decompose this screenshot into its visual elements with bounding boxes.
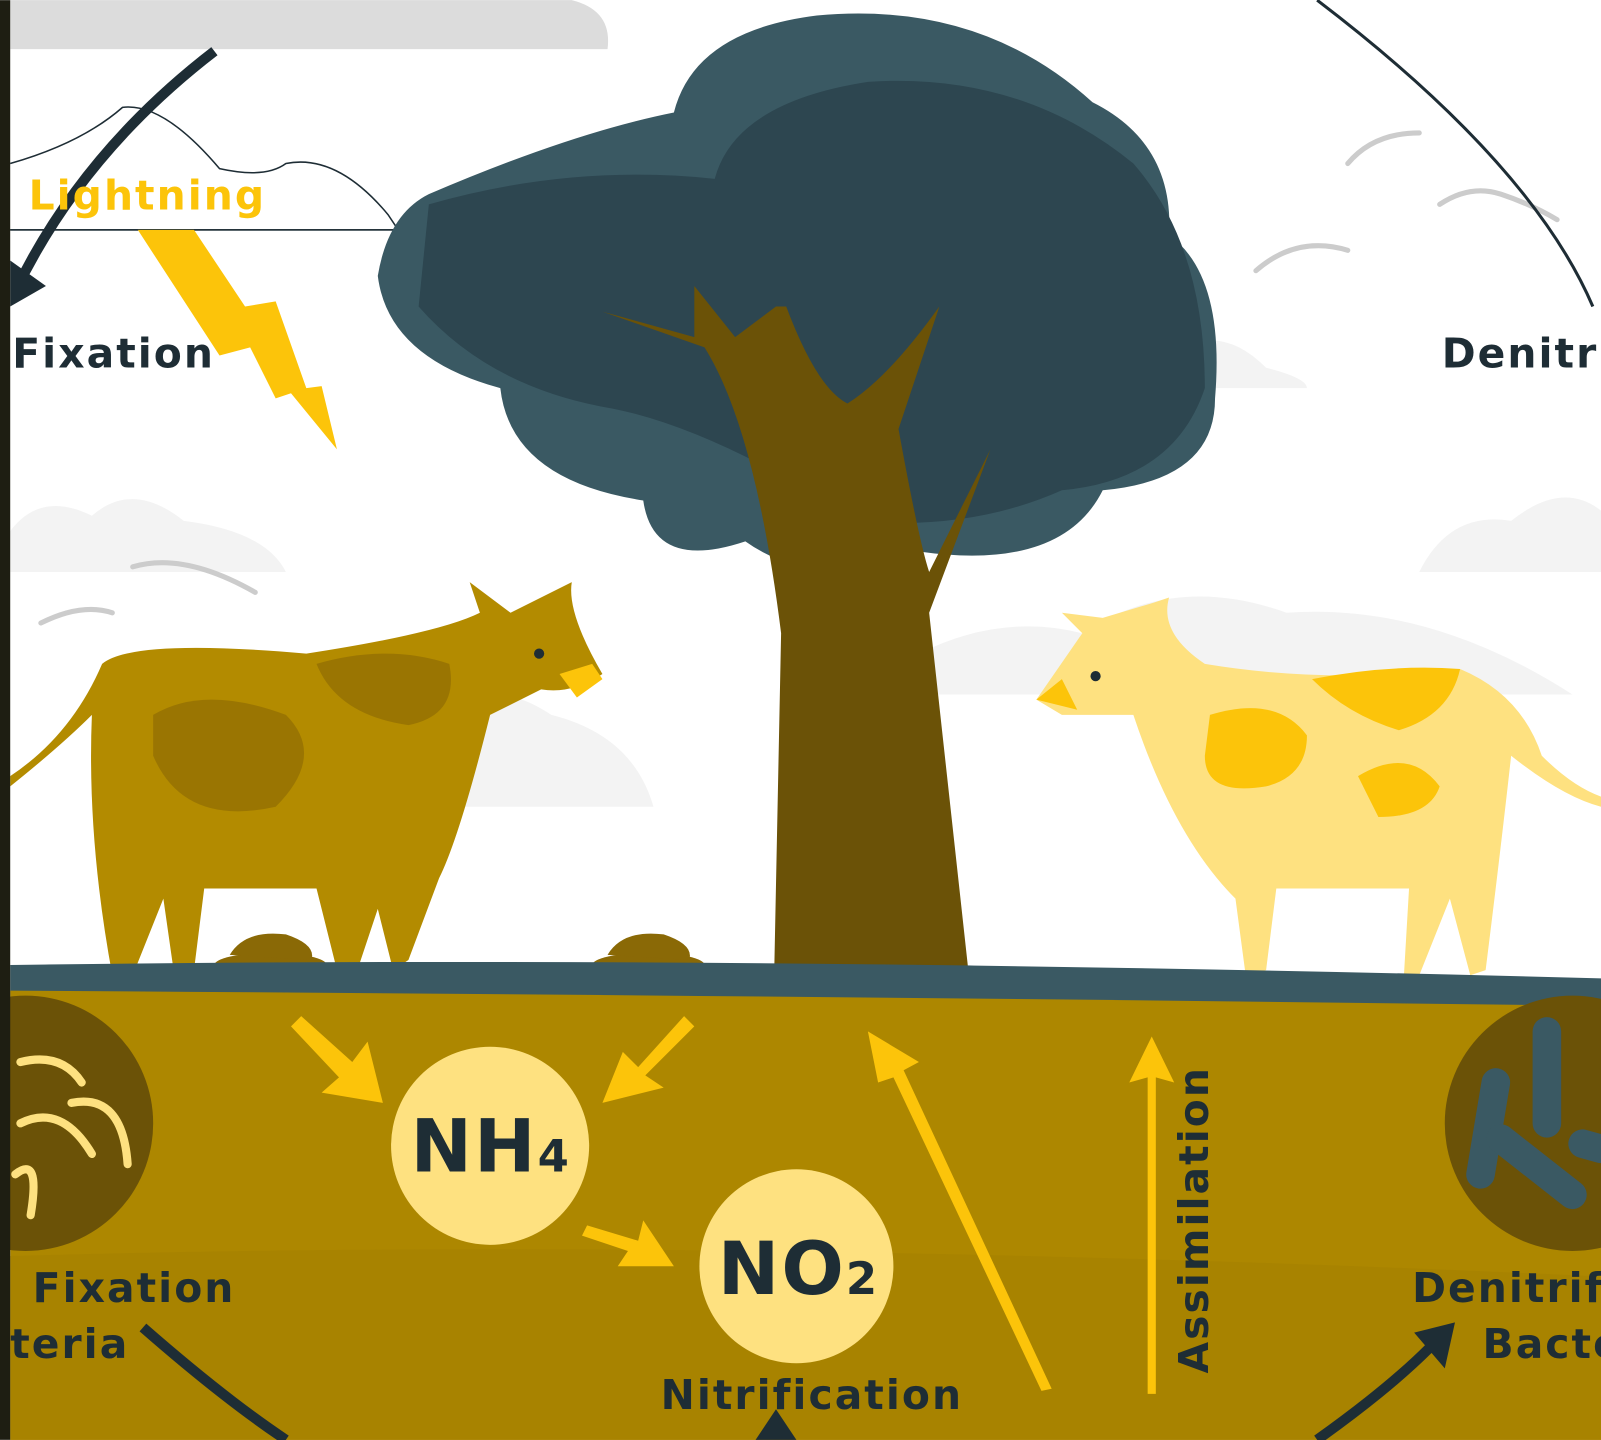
label: Nitrification: [661, 1371, 964, 1419]
illustration: Lightning Fixation Denitri: [0, 0, 1601, 1440]
label: Assimilation: [1170, 1066, 1218, 1373]
label: Denitri: [1442, 330, 1601, 378]
page: Lightning Fixation Denitri: [0, 0, 1601, 1440]
formula: NO: [718, 1227, 846, 1312]
label: Lightning: [29, 171, 267, 219]
label: Fixation: [33, 1264, 236, 1312]
clouds: [10, 0, 608, 49]
left-edge: [0, 0, 10, 1440]
label: Bacte: [1483, 1320, 1601, 1368]
label: Denitrifi: [1412, 1264, 1601, 1312]
subscript: 4: [538, 1129, 571, 1182]
subscript: 2: [846, 1252, 879, 1305]
label: teria: [10, 1320, 129, 1368]
label: Fixation: [12, 330, 215, 378]
formula: NH: [410, 1104, 537, 1189]
